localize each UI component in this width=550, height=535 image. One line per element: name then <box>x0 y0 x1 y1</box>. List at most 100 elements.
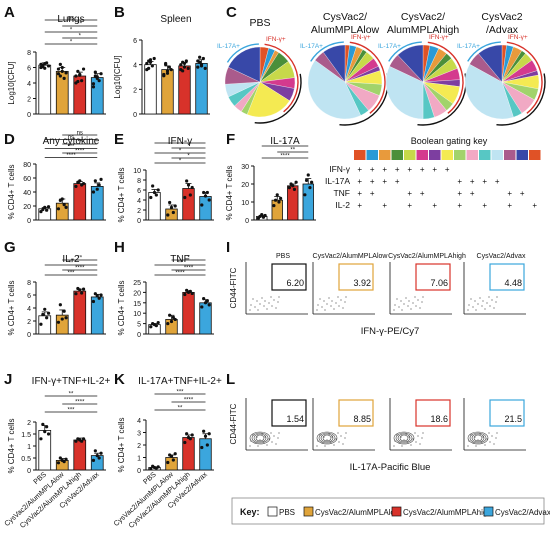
flow-x-axis-label: IL-17A-Pacific Blue <box>350 462 431 473</box>
data-point <box>93 74 97 78</box>
arc-label-il17a: IL-17A+ <box>378 43 401 50</box>
y-axis-label: % CD4+ T cells <box>117 167 126 222</box>
flow-contour <box>399 434 409 442</box>
chart-title: Lungs <box>57 14 84 25</box>
y-tick-label: 0 <box>133 112 137 119</box>
flow-event <box>275 443 277 445</box>
data-point <box>97 79 101 83</box>
pie-3: CysVac2/Advax IL-17A+ IFN-γ+ <box>457 11 546 126</box>
data-point <box>188 289 192 293</box>
flow-event <box>468 304 470 306</box>
data-point <box>308 186 312 190</box>
flow-event <box>401 309 403 311</box>
flow-event <box>277 437 279 439</box>
data-point <box>171 210 175 215</box>
data-point <box>43 307 47 311</box>
flow-event <box>419 307 421 309</box>
data-point <box>292 187 297 191</box>
flow-event <box>344 301 346 303</box>
data-point <box>294 180 298 184</box>
panel-letter-K: K <box>114 371 125 388</box>
flow-y-axis-label: CD44-FITC <box>229 267 238 308</box>
flow-event <box>393 445 395 447</box>
data-point <box>169 68 173 72</box>
data-point <box>183 292 187 297</box>
y-axis-label: % CD4+ T cells <box>7 418 16 473</box>
data-point <box>182 61 187 66</box>
data-point <box>64 71 68 75</box>
y-tick-label: 8 <box>27 50 31 57</box>
key-cell: + <box>370 189 375 198</box>
sig-label: * <box>187 144 190 150</box>
key-cell: + <box>357 189 362 198</box>
y-tick-label: 20 <box>23 204 31 211</box>
data-point <box>202 190 206 195</box>
flow-event <box>335 438 337 440</box>
flow-event <box>249 309 251 311</box>
data-point <box>182 65 187 69</box>
y-tick-label: 4 <box>27 306 31 313</box>
flow-event <box>398 306 400 308</box>
flow-event <box>264 300 266 302</box>
flow-contour <box>320 433 334 443</box>
bar-1 <box>271 199 283 221</box>
flow-event <box>270 296 272 298</box>
flow-event <box>393 309 395 311</box>
pie-title: CysVac2/ <box>401 11 445 23</box>
key-cell: + <box>395 165 400 174</box>
flow-event <box>481 305 483 307</box>
data-point <box>99 451 103 455</box>
pie-0: PBS IL-17A+ IFN-γ+ <box>217 17 302 124</box>
flow-event <box>271 441 273 443</box>
panel-letter-G: G <box>4 239 16 256</box>
pie-outer-arc <box>254 73 302 124</box>
flow-event <box>396 298 398 300</box>
flow-event <box>477 439 479 441</box>
sig-label: **** <box>175 271 185 277</box>
flow-event <box>254 306 256 308</box>
flow-event <box>261 297 263 299</box>
pie-slice <box>228 46 261 83</box>
gate-value: 18.6 <box>430 414 448 424</box>
data-point <box>62 309 66 313</box>
y-tick-label: 0 <box>137 332 141 339</box>
y-axis-label: % CD4+ T cells <box>117 417 126 472</box>
y-axis-label: % CD4+ T cells <box>117 280 126 335</box>
flow-event <box>337 432 339 434</box>
bar-0 <box>38 429 52 471</box>
flow-contour <box>322 434 332 442</box>
key-color-swatch <box>354 150 366 160</box>
flow-event <box>484 444 486 446</box>
flow-event <box>422 432 424 434</box>
flow-event <box>275 307 277 309</box>
y-tick-label: 6 <box>27 66 31 73</box>
bar-3 <box>90 455 104 471</box>
data-point <box>183 440 187 445</box>
data-point <box>91 82 96 86</box>
data-point <box>81 437 86 441</box>
flow-event <box>256 300 258 302</box>
y-axis-label: Log10[CFU] <box>7 61 16 104</box>
data-point <box>81 287 86 291</box>
data-point <box>58 62 62 66</box>
sig-label: ** <box>290 148 295 154</box>
pie-outer-arc <box>427 41 464 114</box>
data-point <box>62 203 66 207</box>
data-point <box>56 461 61 465</box>
flow-event <box>488 296 490 298</box>
y-tick-label: 30 <box>241 164 249 171</box>
flow-event <box>271 305 273 307</box>
data-point <box>45 61 49 65</box>
data-point <box>205 443 209 447</box>
data-point <box>147 66 151 70</box>
y-tick-label: 20 <box>241 182 249 189</box>
y-tick-label: 10 <box>241 200 249 207</box>
data-point <box>43 205 47 209</box>
flow-event <box>257 445 259 447</box>
arc-label-il17a: IL-17A+ <box>300 43 323 50</box>
flow-event <box>323 436 325 438</box>
flow-panel-I-2: 7.06 CysVac2/AlumMPLAhigh <box>388 253 466 315</box>
data-point <box>200 445 204 450</box>
key-cell: + <box>407 165 412 174</box>
